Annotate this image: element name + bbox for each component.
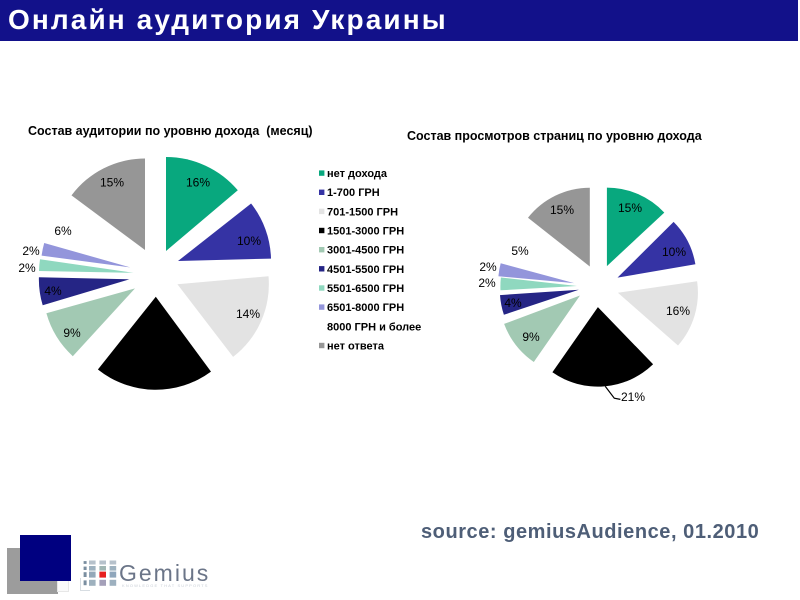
svg-text:2%: 2% [18, 261, 36, 275]
svg-text:5%: 5% [511, 244, 529, 258]
svg-text:14%: 14% [236, 307, 260, 321]
svg-text:2%: 2% [478, 276, 496, 290]
svg-text:4%: 4% [504, 296, 522, 310]
svg-text:9%: 9% [63, 326, 81, 340]
svg-text:15%: 15% [100, 176, 124, 190]
svg-text:15%: 15% [618, 201, 642, 215]
svg-text:1501-3000 ГРН: 1501-3000 ГРН [327, 226, 404, 238]
svg-text:10%: 10% [237, 234, 261, 248]
svg-text:3001-4500 ГРН: 3001-4500 ГРН [327, 245, 404, 257]
svg-text:1-700 ГРН: 1-700 ГРН [327, 187, 380, 199]
svg-text:нет ответа: нет ответа [327, 341, 385, 353]
svg-text:10%: 10% [662, 245, 686, 259]
svg-text:2%: 2% [479, 260, 497, 274]
svg-text:6%: 6% [54, 224, 72, 238]
svg-text:4%: 4% [44, 284, 62, 298]
svg-text:16%: 16% [666, 304, 690, 318]
svg-text:21%: 21% [621, 390, 645, 404]
svg-text:4501-5500 ГРН: 4501-5500 ГРН [327, 264, 404, 276]
svg-text:16%: 16% [186, 176, 210, 190]
svg-text:15%: 15% [550, 203, 574, 217]
svg-text:9%: 9% [522, 330, 540, 344]
svg-text:701-1500 ГРН: 701-1500 ГРН [327, 206, 398, 218]
svg-text:2%: 2% [22, 244, 40, 258]
svg-text:6501-8000 ГРН: 6501-8000 ГРН [327, 302, 404, 314]
svg-text:5501-6500 ГРН: 5501-6500 ГРН [327, 283, 404, 295]
svg-text:8000 ГРН и более: 8000 ГРН и более [327, 321, 421, 333]
svg-text:нет дохода: нет дохода [327, 168, 388, 180]
